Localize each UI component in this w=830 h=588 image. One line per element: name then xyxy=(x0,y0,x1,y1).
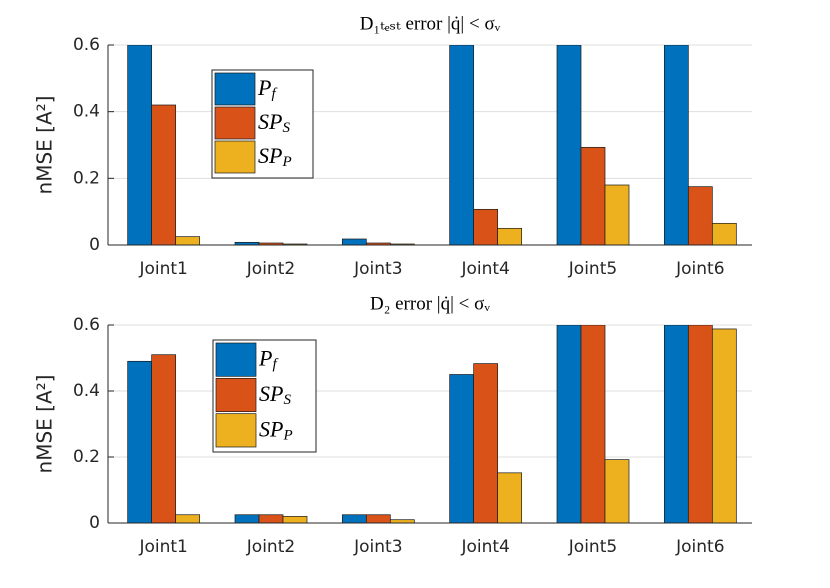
y-tick-label: 0 xyxy=(89,235,100,255)
bar xyxy=(711,222,737,245)
legend-swatch xyxy=(215,377,257,413)
legend-label: SPP xyxy=(258,143,292,170)
x-tick-label: Joint3 xyxy=(353,259,402,279)
bar xyxy=(175,236,201,245)
x-tick-label: Joint5 xyxy=(568,537,617,557)
bar xyxy=(449,374,475,523)
x-tick-label: Joint3 xyxy=(353,537,402,557)
y-tick-label: 0 xyxy=(89,513,100,533)
bar xyxy=(341,238,367,245)
bar xyxy=(151,104,177,245)
legend-swatch xyxy=(215,342,257,377)
chart-title: D₁ₜₑₛₜ error |q̇| < σᵥ xyxy=(360,13,501,34)
x-tick-label: Joint4 xyxy=(460,259,509,279)
y-tick-label: 0.6 xyxy=(73,35,100,55)
bar xyxy=(127,360,153,523)
x-tick-label: Joint1 xyxy=(138,537,187,557)
bar xyxy=(473,208,499,245)
bar xyxy=(687,325,713,523)
bar xyxy=(580,146,606,245)
bar xyxy=(711,328,737,523)
bar xyxy=(497,227,523,245)
bar xyxy=(556,325,582,523)
legend-label: SPP xyxy=(259,416,293,443)
legend-swatch xyxy=(214,106,256,140)
y-tick-label: 0.4 xyxy=(73,102,100,122)
bar xyxy=(580,325,606,523)
bar xyxy=(234,514,260,523)
legend-swatch xyxy=(214,140,256,174)
legend-label: Pf xyxy=(257,75,277,102)
x-tick-label: Joint2 xyxy=(246,259,295,279)
x-tick-label: Joint2 xyxy=(246,537,295,557)
x-tick-label: Joint6 xyxy=(675,259,724,279)
chart-title: D₂ error |q̇| < σᵥ xyxy=(370,293,490,314)
legend-label: Pf xyxy=(258,346,278,373)
y-axis-label: nMSE [A²] xyxy=(33,96,57,195)
bar xyxy=(604,184,630,245)
y-tick-label: 0.4 xyxy=(73,381,100,401)
bar xyxy=(389,519,415,523)
x-tick-label: Joint4 xyxy=(460,537,509,557)
x-tick-label: Joint5 xyxy=(568,259,617,279)
y-axis-label: nMSE [A²] xyxy=(33,375,57,474)
bar xyxy=(258,514,284,523)
bar xyxy=(663,325,689,523)
bar xyxy=(127,45,153,245)
bar xyxy=(473,363,499,523)
bars xyxy=(127,45,737,245)
y-tick-label: 0.2 xyxy=(73,447,100,467)
bar xyxy=(151,354,177,523)
bar xyxy=(556,45,582,245)
bars xyxy=(127,325,737,523)
bar xyxy=(687,186,713,245)
legend-label: SPS xyxy=(258,109,290,136)
bar xyxy=(175,514,201,523)
bar xyxy=(449,45,475,245)
bar xyxy=(604,459,630,523)
legend-label: SPS xyxy=(259,381,291,408)
bar xyxy=(663,45,689,245)
bar xyxy=(497,472,523,523)
y-tick-label: 0.2 xyxy=(73,168,100,188)
legend-swatch xyxy=(215,413,257,448)
x-tick-label: Joint1 xyxy=(138,259,187,279)
legend-swatch xyxy=(214,72,256,106)
bar xyxy=(341,514,367,523)
bar xyxy=(365,514,391,523)
x-tick-label: Joint6 xyxy=(675,537,724,557)
y-tick-label: 0.6 xyxy=(73,315,100,335)
bar xyxy=(282,516,308,523)
